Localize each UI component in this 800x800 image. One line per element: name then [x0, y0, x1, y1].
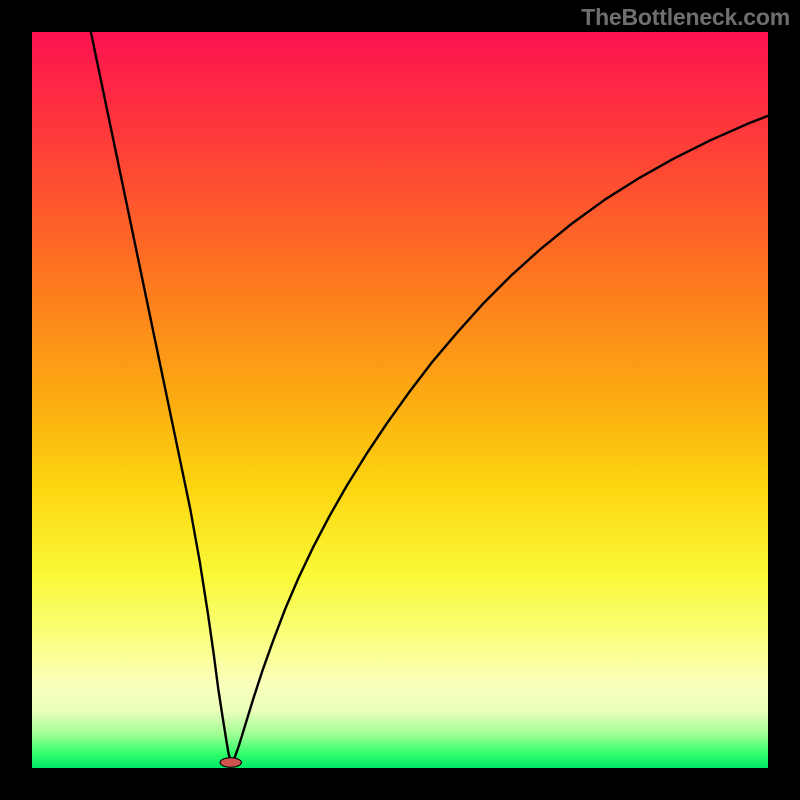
gradient-background	[32, 32, 768, 768]
chart-frame: TheBottleneck.com	[0, 0, 800, 800]
chart-svg	[32, 32, 768, 768]
watermark-text: TheBottleneck.com	[581, 4, 790, 31]
minimum-marker	[220, 758, 241, 768]
plot-area	[32, 32, 768, 768]
